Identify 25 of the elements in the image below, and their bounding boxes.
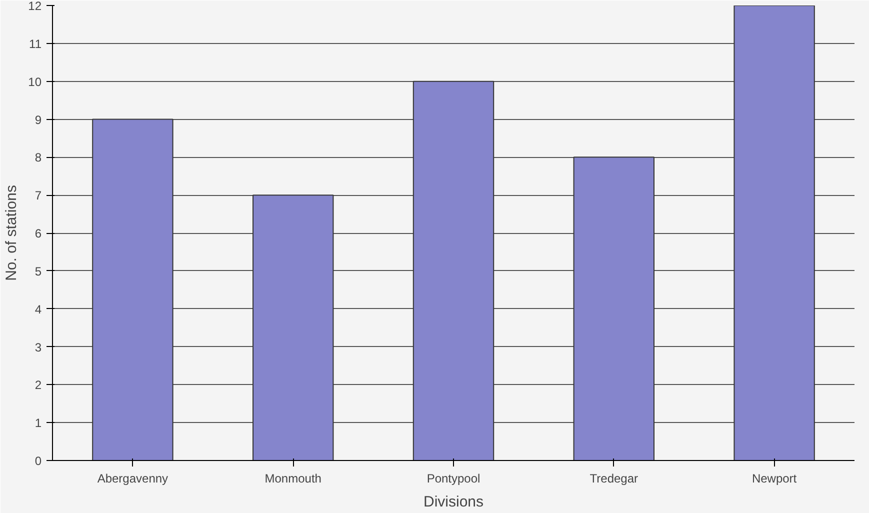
bar [252,194,334,460]
y-tick-label: 6 [34,226,42,240]
x-axis-title: Divisions [423,494,484,510]
y-tick-label: 2 [34,378,42,392]
y-tick-label: 3 [34,340,42,354]
bar [92,118,174,460]
y-tick-label: 5 [34,264,42,278]
bar [734,6,815,460]
y-tick-label: 8 [34,150,42,165]
x-tick-label: Abergavenny [97,472,168,486]
y-tick-label: 9 [34,112,42,127]
y-tick-label: 12 [28,0,42,13]
y-tick-label: 4 [34,302,42,316]
x-tick-label: Tredegar [590,472,638,486]
x-tick-label: Newport [752,472,798,486]
bar [412,80,494,460]
y-tick-label: 11 [29,36,42,51]
y-tick-label: 1 [34,416,42,430]
y-axis-title: No. of stations [3,185,20,281]
bar [573,156,654,460]
y-tick-label: 10 [28,74,42,89]
y-tick-label: 0 [34,454,42,468]
x-tick-label: Pontypool [426,472,480,486]
y-tick-label: 7 [34,188,42,203]
x-tick-label: Monmouth [264,472,322,486]
